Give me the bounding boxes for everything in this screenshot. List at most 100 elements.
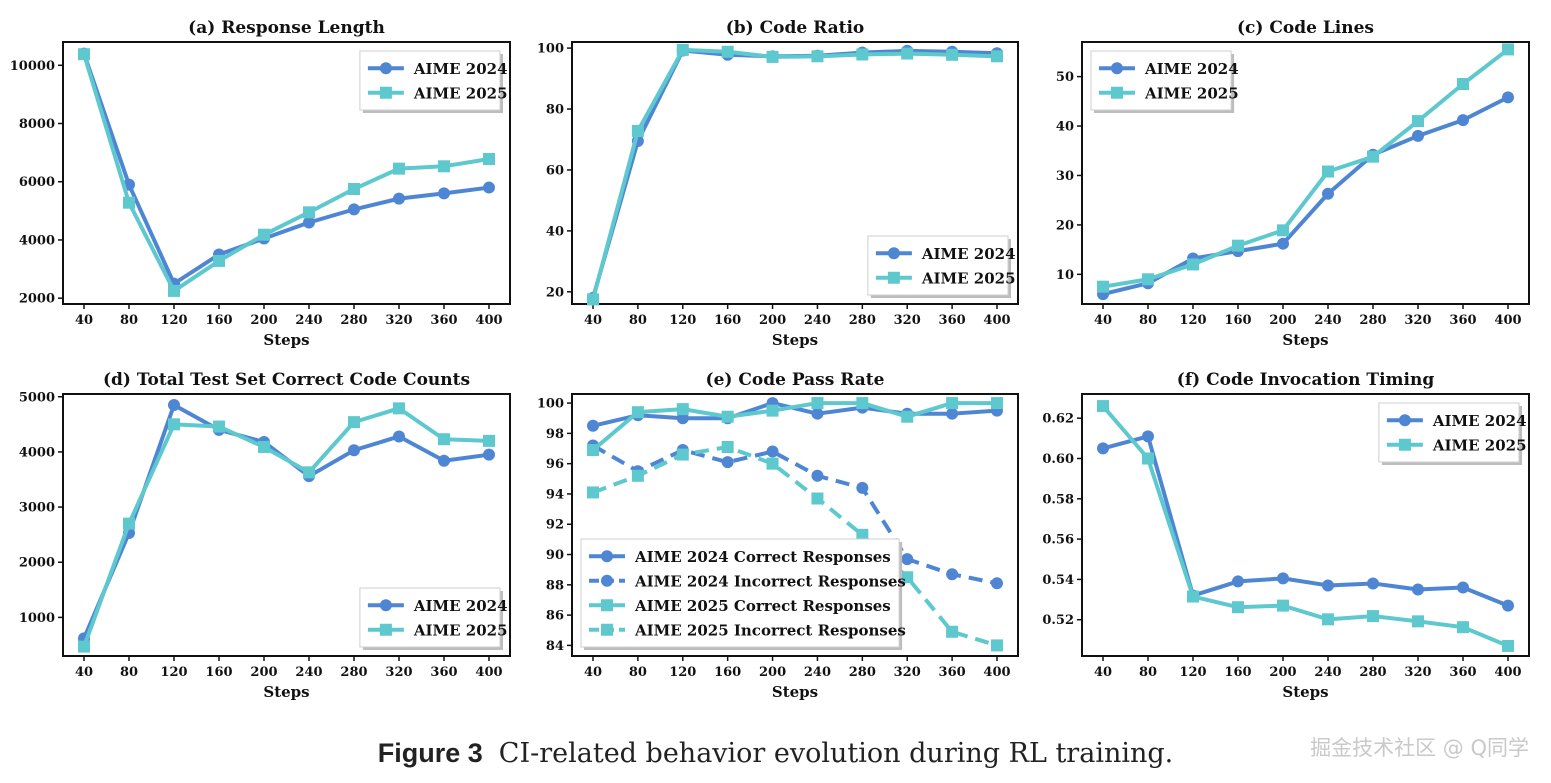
legend-box xyxy=(1090,50,1232,111)
data-point xyxy=(1502,599,1514,612)
x-tick-label: 40 xyxy=(75,665,93,680)
y-tick-label: 10 xyxy=(1056,268,1074,283)
series-aime-2025 xyxy=(1097,43,1514,293)
data-point xyxy=(676,412,689,425)
data-point xyxy=(1457,581,1469,594)
y-tick-label: 80 xyxy=(546,103,564,118)
data-point xyxy=(856,481,869,494)
x-tick-label: 120 xyxy=(160,313,187,328)
y-tick-label: 2000 xyxy=(19,556,55,571)
chart-title: (d) Total Test Set Correct Code Counts xyxy=(103,370,470,390)
data-point xyxy=(1097,280,1109,293)
series-line xyxy=(82,52,490,286)
data-point xyxy=(483,153,495,166)
legend-box xyxy=(359,50,501,111)
x-tick-label: 160 xyxy=(205,665,232,680)
data-point xyxy=(676,403,689,416)
chart-4: (d) Total Test Set Correct Code Counts 10… xyxy=(19,370,511,701)
data-point xyxy=(1367,150,1379,163)
y-tick-label: 92 xyxy=(546,518,564,533)
data-point xyxy=(78,48,90,61)
legend-marker xyxy=(1398,438,1411,451)
data-point xyxy=(393,402,405,415)
data-point xyxy=(1412,615,1424,628)
legend-label: AIME 2024 xyxy=(1144,60,1239,78)
y-tick-label: 40 xyxy=(1056,120,1074,135)
legend-marker xyxy=(601,623,613,636)
legend: AIME 2024 AIME 2025 xyxy=(359,50,508,113)
y-tick-label: 10000 xyxy=(10,59,55,74)
x-tick-label: 280 xyxy=(1359,665,1386,680)
series-aime-2025 xyxy=(78,48,495,297)
y-tick-label: 60 xyxy=(546,163,564,178)
x-tick-label: 400 xyxy=(1494,665,1521,680)
data-point xyxy=(393,430,405,443)
data-point xyxy=(1277,237,1289,250)
data-point xyxy=(168,418,180,431)
legend-marker xyxy=(887,247,900,260)
x-tick-label: 80 xyxy=(1139,313,1157,328)
x-tick-label: 80 xyxy=(120,313,138,328)
x-tick-label: 40 xyxy=(75,313,93,328)
data-point xyxy=(168,284,180,297)
data-point xyxy=(901,47,914,60)
x-tick-label: 320 xyxy=(1404,665,1431,680)
x-tick-label: 320 xyxy=(385,313,412,328)
data-point xyxy=(393,162,405,175)
y-tick-label: 0.52 xyxy=(1042,613,1074,628)
x-axis-label: Steps xyxy=(1282,683,1328,701)
legend-label: AIME 2024 Correct Responses xyxy=(634,548,891,566)
data-point xyxy=(587,444,599,457)
legend-marker xyxy=(601,599,613,612)
x-tick-label: 240 xyxy=(1314,665,1341,680)
series-line xyxy=(1101,404,1509,648)
x-tick-label: 320 xyxy=(894,313,921,328)
y-tick-label: 100 xyxy=(537,42,564,57)
data-point xyxy=(123,517,135,530)
legend-marker xyxy=(379,62,392,75)
data-point xyxy=(721,410,734,423)
x-tick-label: 400 xyxy=(475,313,502,328)
legend-label: AIME 2024 xyxy=(413,60,508,78)
y-tick-label: 20 xyxy=(1056,218,1074,233)
x-tick-label: 360 xyxy=(1449,313,1476,328)
y-tick-label: 100 xyxy=(537,397,564,412)
data-point xyxy=(946,407,959,420)
x-tick-label: 240 xyxy=(295,665,322,680)
y-tick-label: 86 xyxy=(546,609,564,624)
y-tick-label: 2000 xyxy=(19,292,55,307)
chart-2: (b) Code Ratio 20 40 60 80 100 40 80 120 160 200 24… xyxy=(537,18,1019,349)
y-tick-label: 98 xyxy=(546,427,564,442)
data-point xyxy=(1232,601,1244,614)
x-tick-label: 200 xyxy=(1269,313,1296,328)
data-point xyxy=(438,160,450,173)
x-tick-label: 240 xyxy=(295,313,322,328)
data-point xyxy=(766,50,779,63)
chart-title: (e) Code Pass Rate xyxy=(706,370,885,390)
x-tick-label: 360 xyxy=(939,313,966,328)
x-tick-label: 200 xyxy=(250,665,277,680)
legend-label: AIME 2025 xyxy=(1432,436,1527,454)
chart-3: (c) Code Lines 10 20 30 40 50 40 80 120 160 200 240… xyxy=(1056,18,1530,349)
data-point xyxy=(856,48,869,61)
chart-title: (a) Response Length xyxy=(188,18,385,38)
legend: AIME 2024 AIME 2025 xyxy=(1090,50,1239,113)
data-point xyxy=(587,293,599,306)
data-point xyxy=(303,466,315,479)
y-tick-label: 30 xyxy=(1056,169,1074,184)
y-tick-label: 5000 xyxy=(19,390,55,405)
legend-marker xyxy=(887,271,900,284)
data-point xyxy=(991,577,1003,590)
y-tick-label: 0.54 xyxy=(1042,573,1074,588)
data-point xyxy=(676,43,689,56)
data-point xyxy=(1277,572,1289,585)
y-tick-label: 20 xyxy=(546,285,564,300)
legend-marker xyxy=(379,623,392,636)
data-point xyxy=(1232,239,1244,252)
legend-marker xyxy=(379,599,392,612)
data-point xyxy=(1457,78,1469,91)
data-point xyxy=(587,486,599,499)
x-tick-label: 160 xyxy=(714,665,741,680)
chart-title: (b) Code Ratio xyxy=(726,18,865,38)
data-point xyxy=(1187,258,1199,271)
